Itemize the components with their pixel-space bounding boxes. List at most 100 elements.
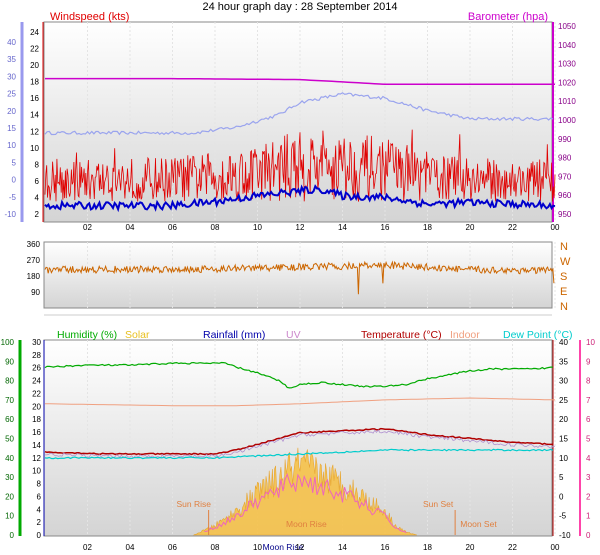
series-windspeed	[44, 129, 556, 202]
y-tick-windspeed: 12	[30, 127, 39, 136]
x-tick-top: 18	[423, 223, 432, 232]
y-tick-outer: 0	[12, 176, 17, 185]
legend-item: Humidity (%)	[57, 329, 117, 341]
compass-label: S	[560, 271, 567, 283]
y-tick-outer: 30	[7, 72, 16, 81]
x-tick-bottom: 22	[508, 543, 517, 552]
series-outdoor-temp-top	[44, 92, 554, 136]
legend-item: Indoor	[450, 329, 480, 341]
y-tick-direction: 180	[27, 272, 41, 281]
y-tick-windspeed: 18	[30, 78, 39, 87]
y-tick-rain: 10	[32, 467, 41, 476]
y-tick-outer: 40	[7, 38, 16, 47]
y-tick-barometer: 1010	[558, 97, 576, 106]
series-apparent	[44, 429, 556, 459]
y-tick-rain: 4	[37, 505, 42, 514]
y-tick-rain: 6	[37, 492, 42, 501]
x-tick-bottom: 10	[253, 543, 262, 552]
y-tick-humidity: 50	[5, 435, 14, 444]
y-tick-rain: 16	[32, 428, 41, 437]
x-tick-top: 08	[211, 223, 220, 232]
x-tick-bottom: 00	[551, 543, 560, 552]
x-tick-bottom: 18	[423, 543, 432, 552]
x-tick-top: 04	[126, 223, 135, 232]
x-tick-top: 22	[508, 223, 517, 232]
series-barometer	[45, 77, 555, 86]
annotation-moon-set: Moon Set	[460, 519, 497, 529]
y-tick-uv: 8	[586, 377, 591, 386]
y-tick-windspeed: 6	[35, 177, 40, 186]
y-tick-outer: 25	[7, 90, 16, 99]
y-tick-humidity: 10	[5, 512, 14, 521]
y-tick-outer: 10	[7, 141, 16, 150]
y-tick-rain: 8	[37, 480, 42, 489]
legend-item: UV	[286, 329, 301, 341]
y-tick-direction: 90	[31, 288, 40, 297]
y-tick-rain: 22	[32, 389, 41, 398]
y-tick-barometer: 1000	[558, 116, 576, 125]
y-tick-barometer: 960	[558, 191, 572, 200]
y-tick-temp: 15	[559, 435, 568, 444]
x-tick-bottom: 12	[296, 543, 305, 552]
y-tick-barometer: 1030	[558, 60, 576, 69]
x-tick-top: 16	[381, 223, 390, 232]
series-wind-direction	[44, 260, 555, 295]
series-humidity	[44, 361, 553, 389]
compass-label: W	[560, 256, 571, 268]
x-tick-bottom: 04	[126, 543, 135, 552]
x-tick-top: 02	[83, 223, 92, 232]
y-tick-temp: 5	[559, 473, 564, 482]
compass-label: N	[560, 241, 568, 253]
y-tick-temp: 10	[559, 454, 568, 463]
legend-item: Solar	[125, 329, 150, 341]
y-tick-windspeed: 4	[35, 193, 40, 202]
y-tick-temp: -10	[559, 531, 571, 540]
annotation-moon-rise: Moon Rise	[286, 519, 327, 529]
y-tick-temp: 35	[559, 357, 568, 366]
y-tick-outer: 15	[7, 124, 16, 133]
y-tick-windspeed: 24	[30, 28, 39, 37]
y-tick-uv: 6	[586, 415, 591, 424]
y-tick-rain: 12	[32, 454, 41, 463]
y-tick-temp: 40	[559, 338, 568, 347]
y-tick-uv: 4	[586, 454, 591, 463]
y-tick-direction: 270	[27, 256, 41, 265]
y-tick-windspeed: 8	[35, 160, 40, 169]
y-tick-temp: 20	[559, 415, 568, 424]
x-tick-top: 06	[168, 223, 177, 232]
legend-barometer: Barometer (hpa)	[468, 11, 548, 23]
y-tick-outer: 35	[7, 55, 16, 64]
y-tick-barometer: 1050	[558, 22, 576, 31]
y-tick-uv: 7	[586, 396, 591, 405]
y-tick-barometer: 970	[558, 172, 572, 181]
x-tick-bottom: 02	[83, 543, 92, 552]
chart-title: 24 hour graph day : 28 September 2014	[202, 1, 397, 13]
x-tick-bottom: 20	[466, 543, 475, 552]
annotation-sun-rise: Sun Rise	[177, 499, 212, 509]
y-tick-uv: 0	[586, 531, 591, 540]
y-tick-rain: 2	[37, 518, 42, 527]
annotation-moon-rise-axis: Moon Rise	[263, 542, 304, 552]
x-tick-top: 12	[296, 223, 305, 232]
x-tick-top: 14	[338, 223, 347, 232]
y-tick-temp: 0	[559, 492, 564, 501]
y-tick-uv: 10	[586, 338, 595, 347]
legend-item: Rainfall (mm)	[203, 329, 265, 341]
y-tick-rain: 26	[32, 364, 41, 373]
y-tick-humidity: 20	[5, 492, 14, 501]
x-tick-bottom: 08	[211, 543, 220, 552]
x-tick-bottom: 14	[338, 543, 347, 552]
y-tick-humidity: 40	[5, 454, 14, 463]
y-tick-uv: 9	[586, 357, 591, 366]
y-tick-temp: 30	[559, 377, 568, 386]
y-tick-uv: 3	[586, 473, 591, 482]
y-tick-windspeed: 22	[30, 45, 39, 54]
y-tick-humidity: 80	[5, 377, 14, 386]
series-temperature	[44, 427, 553, 456]
y-tick-rain: 30	[32, 338, 41, 347]
x-tick-top: 10	[253, 223, 262, 232]
y-tick-outer: -5	[9, 193, 17, 202]
series-solar	[192, 447, 417, 536]
legend-windspeed: Windspeed (kts)	[50, 11, 129, 23]
y-tick-rain: 18	[32, 415, 41, 424]
